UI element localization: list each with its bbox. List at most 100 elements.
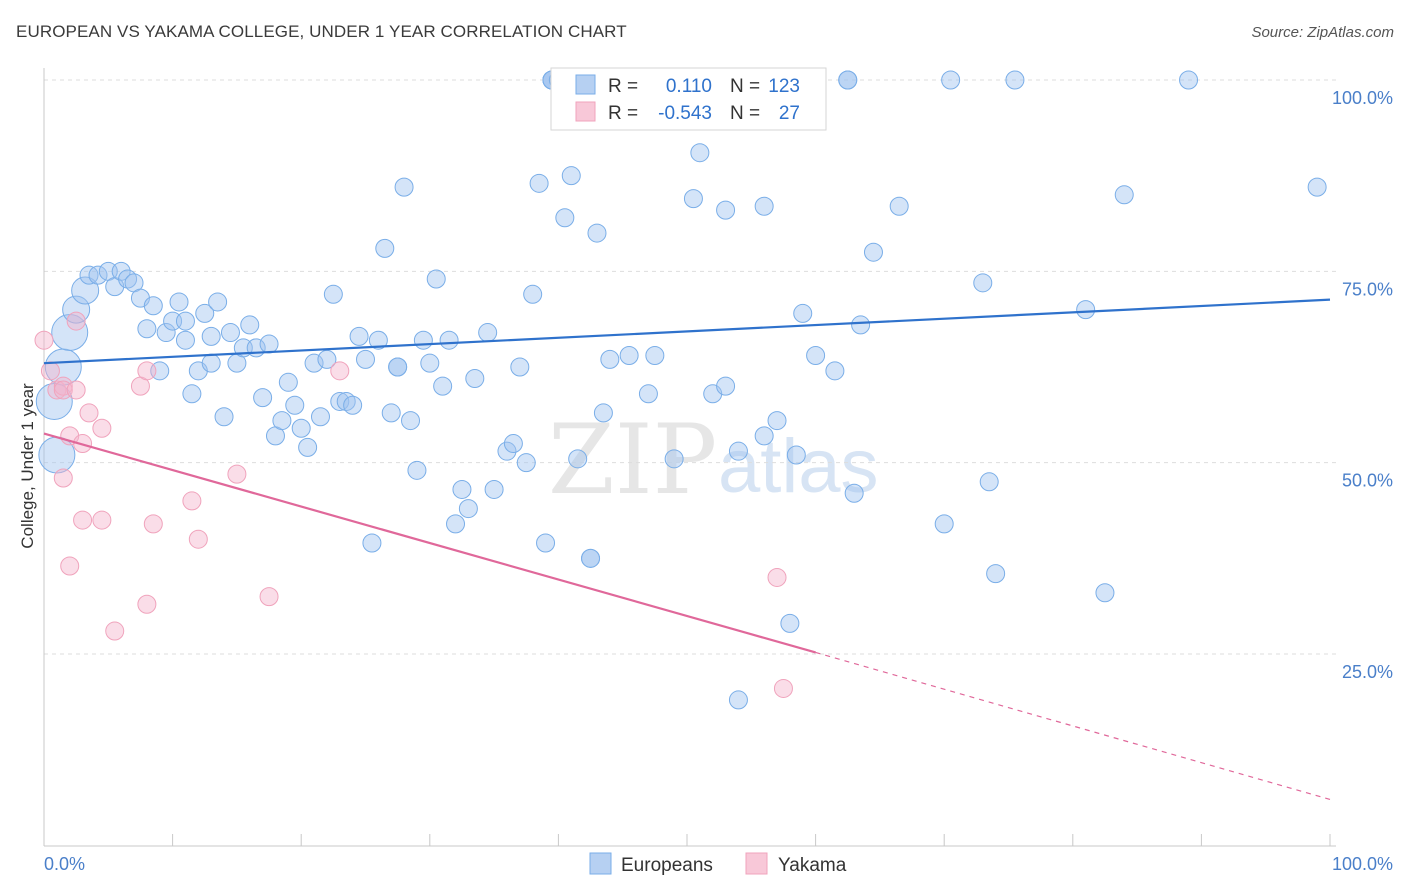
stats-r-label-europeans: R =	[608, 76, 638, 97]
europeans-point	[201, 326, 221, 346]
europeans-point	[420, 353, 440, 373]
europeans-point	[754, 196, 774, 216]
y-tick-labels: 25.0% 50.0% 75.0% 100.0%	[1332, 88, 1393, 682]
europeans-point	[728, 441, 748, 461]
europeans-point	[182, 384, 202, 404]
stats-n-label-europeans: N =	[730, 76, 760, 97]
europeans-point	[863, 242, 883, 262]
stats-n-value-europeans: 123	[768, 76, 800, 97]
europeans-point	[323, 284, 343, 304]
europeans-point	[356, 349, 375, 369]
stats-legend: R = 0.110 N = 123 R = -0.543 N = 27	[550, 67, 827, 131]
europeans-point	[259, 334, 279, 354]
y-tick-label-25: 25.0%	[1342, 662, 1393, 682]
stats-legend-swatch-europeans	[575, 74, 596, 95]
europeans-point	[497, 441, 517, 461]
europeans-point	[253, 388, 273, 408]
europeans-point	[600, 349, 620, 369]
europeans-point	[362, 533, 382, 553]
y-tick-label-75: 75.0%	[1342, 279, 1393, 299]
yakama-point	[66, 311, 86, 331]
y-axis-label: College, Under 1 year	[18, 383, 37, 549]
europeans-point	[716, 200, 736, 220]
europeans-point	[516, 453, 536, 473]
y-tick-label-100: 100.0%	[1332, 88, 1393, 108]
europeans-point	[587, 223, 607, 243]
yakama-point	[105, 621, 125, 641]
trend-layer	[43, 298, 1331, 800]
series-legend: Europeans Yakama	[589, 852, 847, 876]
yakama-point	[767, 567, 787, 587]
legend-swatch-europeans	[589, 852, 612, 875]
europeans-point	[690, 143, 710, 163]
yakama-point	[66, 380, 86, 400]
stats-r-value-europeans: 0.110	[666, 76, 712, 97]
yakama-point	[137, 594, 157, 614]
yakama-point	[73, 510, 93, 530]
europeans-point	[413, 330, 433, 350]
yakama-point	[188, 529, 208, 549]
stats-n-label-yakama: N =	[730, 103, 760, 124]
europeans-point	[838, 70, 858, 90]
watermark-zip: ZIP	[548, 404, 717, 516]
europeans-point	[272, 411, 292, 431]
europeans-point	[593, 403, 613, 423]
europeans-point	[510, 357, 530, 377]
europeans-point	[523, 284, 543, 304]
europeans-point	[767, 411, 787, 431]
europeans-point	[754, 426, 774, 446]
stats-r-label-yakama: R =	[608, 103, 638, 124]
yakama-point	[227, 464, 247, 484]
yakama-point	[34, 330, 54, 350]
yakama-trendline-extension	[815, 651, 1331, 800]
legend-label-europeans: Europeans	[621, 855, 713, 876]
europeans-point	[143, 296, 163, 316]
yakama-point	[53, 468, 73, 488]
europeans-trendline	[43, 298, 1331, 365]
europeans-point	[394, 177, 414, 197]
europeans-point	[446, 514, 466, 534]
europeans-point	[645, 346, 665, 366]
europeans-point	[1307, 177, 1327, 197]
europeans-point	[330, 391, 350, 411]
europeans-point	[581, 548, 601, 568]
europeans-point	[175, 311, 195, 331]
legend-swatch-yakama	[745, 852, 768, 875]
europeans-point	[169, 292, 189, 312]
europeans-point	[388, 357, 408, 377]
europeans-point	[683, 189, 703, 209]
europeans-point	[433, 376, 453, 396]
europeans-point	[88, 265, 108, 285]
europeans-point	[973, 273, 993, 293]
europeans-point	[201, 353, 221, 373]
yakama-point	[773, 678, 793, 698]
europeans-point	[62, 295, 91, 324]
europeans-point	[825, 361, 845, 381]
europeans-point	[786, 445, 806, 465]
europeans-point	[780, 613, 800, 633]
x-tick-label-min: 0.0%	[44, 854, 85, 874]
europeans-point	[536, 533, 556, 553]
europeans-point	[214, 407, 234, 427]
europeans-point	[465, 368, 485, 388]
europeans-point	[484, 479, 504, 499]
chart-source: Source: ZipAtlas.com	[1251, 24, 1394, 41]
europeans-point	[278, 372, 298, 392]
europeans-point	[349, 326, 369, 346]
europeans-point	[401, 411, 421, 431]
y-tick-label-50: 50.0%	[1342, 471, 1393, 491]
europeans-point	[452, 479, 472, 499]
europeans-point	[137, 319, 157, 339]
europeans-point	[844, 483, 864, 503]
yakama-point	[60, 556, 80, 576]
europeans-point	[458, 499, 478, 519]
europeans-point	[979, 472, 999, 492]
watermark-atlas: atlas	[718, 424, 879, 509]
yakama-point	[40, 361, 60, 381]
europeans-point	[375, 238, 395, 258]
europeans-point	[208, 292, 228, 312]
stats-legend-box	[550, 67, 827, 131]
stats-r-value-yakama: -0.543	[658, 103, 712, 124]
